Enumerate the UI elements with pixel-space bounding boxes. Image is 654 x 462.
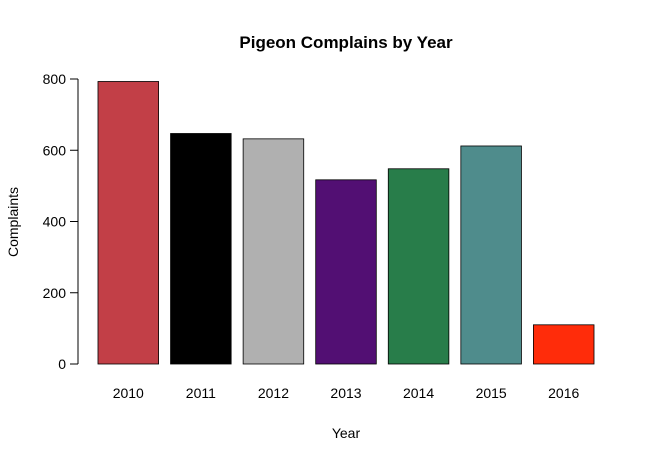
y-tick-label: 600 [43, 142, 67, 158]
y-tick-label: 200 [43, 285, 67, 301]
x-axis-label: Year [332, 425, 361, 441]
x-tick-label: 2016 [548, 385, 579, 401]
x-tick-label: 2014 [403, 385, 434, 401]
bars [97, 81, 595, 365]
bar-2014 [387, 168, 450, 365]
y-axis-label: Complaints [5, 187, 21, 257]
x-tick-label: 2012 [258, 385, 289, 401]
bar-2015 [460, 145, 522, 365]
x-tick-label: 2013 [330, 385, 361, 401]
x-axis-tick-labels: 2010 2011 2012 2013 2014 2015 2016 [113, 385, 580, 401]
x-tick-label: 2011 [186, 385, 216, 401]
bar-2016 [533, 324, 595, 365]
x-tick-label: 2010 [113, 385, 144, 401]
chart-title: Pigeon Complains by Year [239, 33, 453, 52]
y-axis: 0 200 400 600 800 [43, 71, 79, 372]
bar-2011 [170, 133, 232, 365]
bar-2010 [97, 81, 159, 365]
y-tick-label: 800 [43, 71, 67, 87]
bar-2013 [315, 179, 377, 365]
y-tick-label: 0 [58, 356, 66, 372]
y-tick-label: 400 [43, 214, 67, 230]
x-tick-label: 2015 [476, 385, 507, 401]
bar-2012 [242, 138, 305, 365]
